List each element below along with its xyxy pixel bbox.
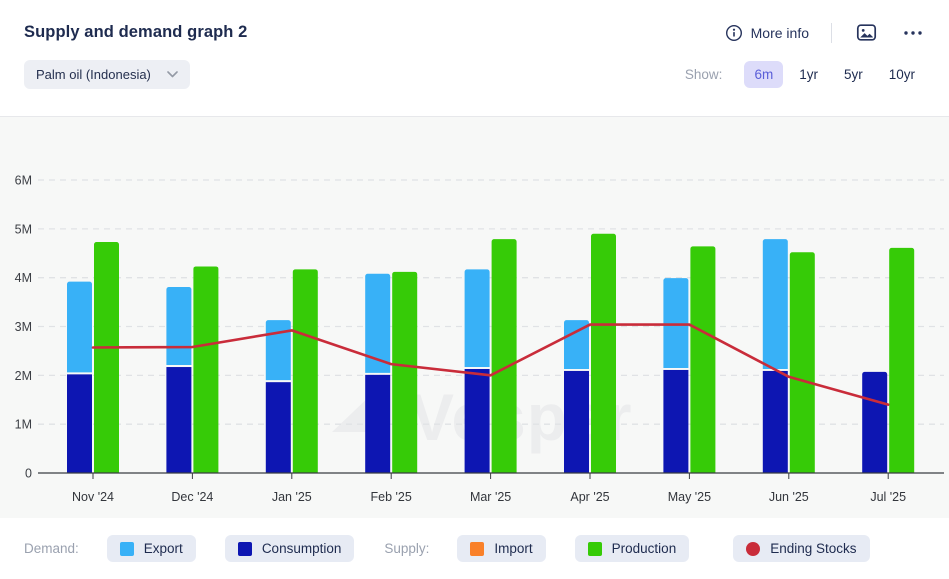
bar-export[interactable] <box>762 239 788 369</box>
consumption-swatch <box>237 541 252 556</box>
y-axis-tick-label: 4M <box>15 271 32 285</box>
bar-consumption[interactable] <box>663 369 689 473</box>
range-button-5yr[interactable]: 5yr <box>834 61 873 88</box>
bar-consumption[interactable] <box>762 370 788 473</box>
y-axis-tick-label: 3M <box>15 320 32 334</box>
x-axis-month-label: Jun '25 <box>769 490 809 504</box>
bar-production[interactable] <box>392 271 418 473</box>
legend-item-label: Ending Stocks <box>770 541 857 556</box>
supply-demand-chart[interactable]: 0 1M 2M 3M 4M 5M 6M Nov '24 Dec '24 Jan '25 Feb '2… <box>0 117 949 519</box>
range-button-1yr[interactable]: 1yr <box>789 61 828 88</box>
bar-consumption[interactable] <box>564 370 589 473</box>
bar-production[interactable] <box>491 239 517 473</box>
y-axis-tick-label: 1M <box>15 418 32 432</box>
x-axis-month-label: Nov '24 <box>72 490 114 504</box>
production-swatch <box>587 541 602 556</box>
bar-consumption[interactable] <box>464 368 490 473</box>
range-button-6m[interactable]: 6m <box>744 61 784 88</box>
x-axis-month-label: Mar '25 <box>470 490 511 504</box>
ending-stocks-swatch <box>746 541 761 556</box>
legend-item-import[interactable]: Import <box>457 535 546 562</box>
bar-production[interactable] <box>690 246 716 473</box>
bar-export[interactable] <box>67 281 92 373</box>
y-axis-tick-label: 2M <box>15 369 32 383</box>
import-swatch <box>470 541 485 556</box>
bar-production[interactable] <box>889 247 915 473</box>
time-range-selector: Show: 6m 1yr 5yr 10yr <box>685 61 925 88</box>
chart-area: Vesper 0 1M 2M 3M 4M 5M 6M Nov '24 Dec '24 Jan '2… <box>0 116 949 518</box>
bar-export[interactable] <box>265 320 291 381</box>
y-axis-tick-label: 5M <box>15 222 32 236</box>
export-image-button[interactable] <box>854 21 879 44</box>
page-title: Supply and demand graph 2 <box>24 23 248 41</box>
bar-consumption[interactable] <box>67 374 92 473</box>
info-icon <box>725 24 743 42</box>
commodity-dropdown-value: Palm oil (Indonesia) <box>36 67 151 82</box>
legend-item-label: Export <box>143 541 183 556</box>
x-axis-month-label: Jul '25 <box>870 490 906 504</box>
ending-stocks-line[interactable] <box>91 323 890 406</box>
bar-production[interactable] <box>94 242 119 473</box>
bar-consumption[interactable] <box>862 371 888 473</box>
export-swatch <box>119 541 134 556</box>
image-icon <box>856 23 877 42</box>
bar-production[interactable] <box>591 233 616 473</box>
x-axis-month-label: Feb '25 <box>371 490 412 504</box>
more-info-label: More info <box>750 24 809 41</box>
bar-export[interactable] <box>663 278 689 368</box>
legend-item-label: Import <box>494 541 533 556</box>
bar-production[interactable] <box>193 266 219 473</box>
bar-export[interactable] <box>464 269 490 367</box>
bar-production[interactable] <box>292 269 318 473</box>
more-options-button[interactable] <box>901 28 925 38</box>
legend: Demand: Export Consumption Supply: Impor… <box>0 518 949 579</box>
x-axis-month-label: Dec '24 <box>171 490 213 504</box>
bar-consumption[interactable] <box>265 382 291 473</box>
bar-consumption[interactable] <box>166 367 192 473</box>
legend-item-label: Consumption <box>261 541 342 556</box>
x-axis-month-label: Jan '25 <box>272 490 312 504</box>
bar-export[interactable] <box>166 286 192 366</box>
range-button-10yr[interactable]: 10yr <box>879 61 925 88</box>
bar-consumption[interactable] <box>365 374 391 473</box>
more-info-button[interactable]: More info <box>725 24 809 42</box>
legend-supply-label: Supply: <box>384 541 430 556</box>
bar-production[interactable] <box>789 252 815 473</box>
legend-item-ending-stocks[interactable]: Ending Stocks <box>733 535 870 562</box>
ellipsis-icon <box>903 30 923 36</box>
commodity-dropdown[interactable]: Palm oil (Indonesia) <box>24 60 190 89</box>
x-axis-month-label: May '25 <box>668 490 711 504</box>
header-divider <box>831 22 832 43</box>
y-axis-tick-label: 6M <box>15 174 32 188</box>
bar-export[interactable] <box>365 273 391 373</box>
chevron-down-icon <box>167 71 178 78</box>
y-axis-tick-label: 0 <box>25 467 32 481</box>
legend-item-production[interactable]: Production <box>574 535 690 562</box>
legend-item-consumption[interactable]: Consumption <box>224 535 355 562</box>
header: Supply and demand graph 2 More info <box>0 0 949 116</box>
x-axis-month-label: Apr '25 <box>570 490 609 504</box>
bar-export[interactable] <box>564 320 589 369</box>
legend-demand-label: Demand: <box>24 541 79 556</box>
legend-item-label: Production <box>611 541 677 556</box>
legend-item-export[interactable]: Export <box>106 535 196 562</box>
show-label: Show: <box>684 67 723 82</box>
